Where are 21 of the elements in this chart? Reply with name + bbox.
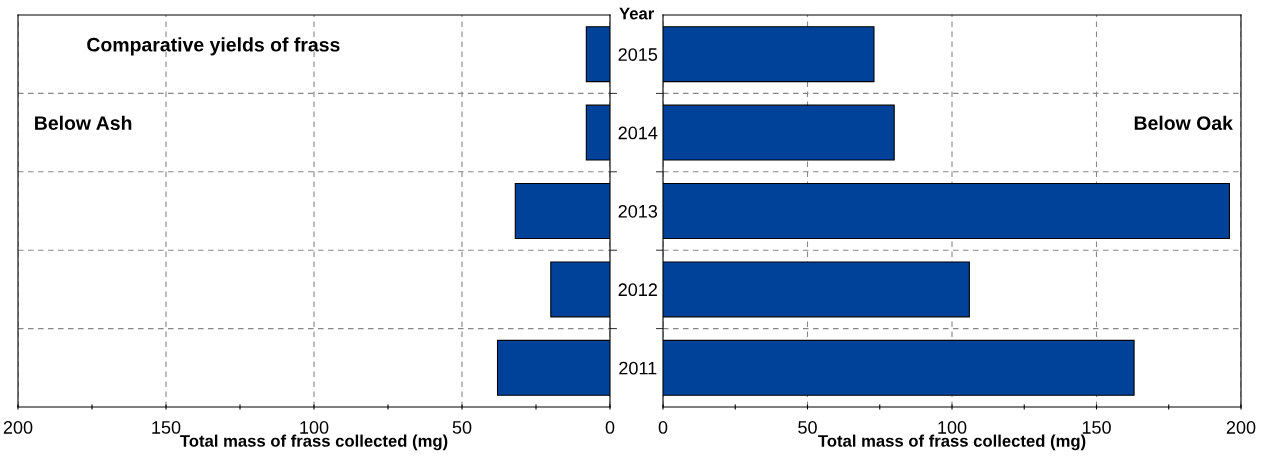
- y-tick-label: 2015: [618, 48, 658, 61]
- y-tick-label: 2011: [619, 361, 657, 375]
- annotation: Below Oak: [1134, 115, 1233, 130]
- x-tick-label: 200: [3, 421, 33, 434]
- y-tick-label: 2012: [618, 283, 657, 297]
- x-tick-label: 50: [798, 421, 817, 434]
- x-tick-label: 100: [938, 421, 967, 434]
- x-tick-label: 100: [300, 421, 329, 434]
- x-tick-label: 150: [152, 421, 181, 434]
- y-axis-title: Year: [619, 7, 654, 20]
- x-axis-title: Total mass of frass collected (mg): [180, 434, 448, 451]
- x-tick-label: 200: [1226, 421, 1256, 434]
- y-tick-label: 2014: [618, 126, 658, 140]
- y-tick-label: 2013: [618, 204, 658, 218]
- x-tick-label: 0: [605, 421, 615, 434]
- x-tick-label: 50: [452, 421, 472, 434]
- text: Comparative yields of frass: [87, 37, 340, 56]
- x-tick-label: 0: [658, 421, 668, 434]
- annotation: Below Ash: [35, 115, 132, 130]
- x-tick-label: 150: [1082, 421, 1111, 434]
- x-axis-title: Total mass of frass collected (mg): [818, 434, 1086, 451]
